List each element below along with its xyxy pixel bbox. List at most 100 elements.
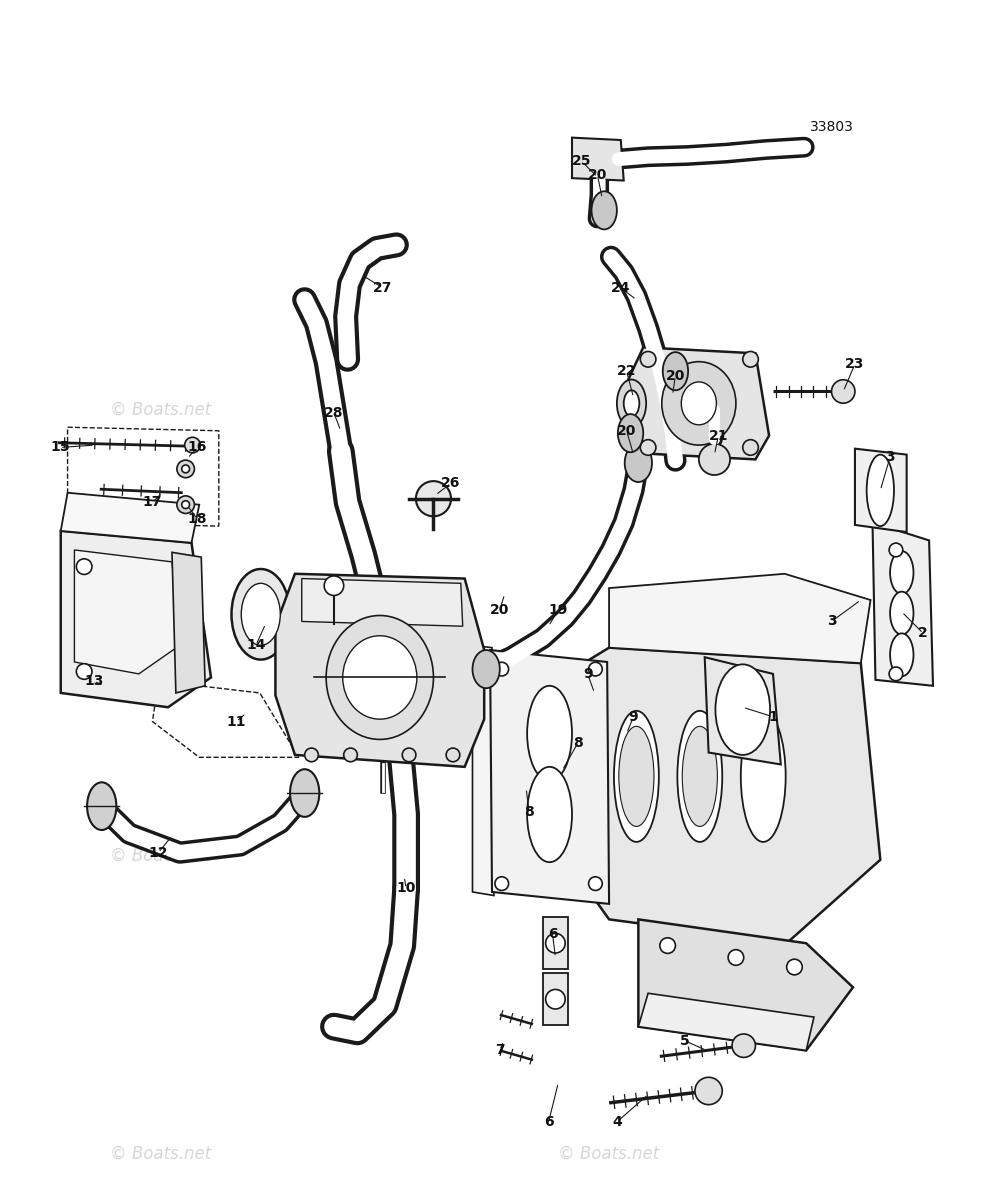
Ellipse shape [741, 710, 785, 842]
Text: 1: 1 [769, 709, 778, 724]
Text: 7: 7 [495, 1044, 505, 1057]
Text: 11: 11 [226, 714, 246, 728]
Circle shape [732, 1034, 756, 1057]
Text: 14: 14 [246, 638, 266, 653]
Circle shape [402, 748, 416, 762]
Ellipse shape [891, 634, 913, 677]
Polygon shape [855, 449, 906, 532]
Circle shape [743, 352, 759, 367]
Circle shape [588, 877, 602, 890]
Text: 5: 5 [680, 1034, 690, 1048]
Ellipse shape [342, 636, 417, 719]
Polygon shape [572, 138, 624, 180]
Polygon shape [543, 973, 568, 1026]
Polygon shape [639, 919, 853, 1050]
Text: © Boats.net: © Boats.net [109, 401, 211, 419]
Ellipse shape [891, 592, 913, 635]
Text: 15: 15 [50, 440, 70, 455]
Text: 4: 4 [612, 1115, 622, 1129]
Text: 9: 9 [583, 667, 592, 680]
Circle shape [728, 949, 744, 965]
Ellipse shape [625, 444, 652, 482]
Text: 8: 8 [573, 736, 583, 750]
Circle shape [305, 748, 319, 762]
Ellipse shape [662, 361, 736, 445]
Ellipse shape [715, 665, 770, 755]
Text: © Boats.net: © Boats.net [656, 648, 758, 666]
Circle shape [416, 481, 451, 516]
Ellipse shape [618, 414, 644, 452]
Polygon shape [61, 530, 211, 707]
Text: © Boats.net: © Boats.net [109, 1145, 211, 1163]
Circle shape [660, 937, 675, 954]
Text: © Boats.net: © Boats.net [109, 847, 211, 865]
Polygon shape [75, 550, 180, 674]
Text: 20: 20 [617, 424, 637, 438]
Polygon shape [276, 574, 484, 767]
Circle shape [695, 1078, 722, 1105]
Circle shape [890, 667, 902, 680]
Circle shape [185, 437, 201, 452]
Text: 28: 28 [324, 406, 343, 420]
Text: 25: 25 [572, 155, 591, 168]
Ellipse shape [527, 686, 572, 781]
Text: 10: 10 [397, 881, 416, 895]
Circle shape [831, 379, 855, 403]
Text: 19: 19 [549, 602, 568, 617]
Text: 2: 2 [918, 626, 928, 641]
Ellipse shape [663, 352, 688, 390]
Text: 21: 21 [708, 428, 728, 443]
Text: 20: 20 [587, 168, 607, 181]
Ellipse shape [619, 726, 654, 827]
Circle shape [743, 439, 759, 455]
Polygon shape [627, 347, 769, 460]
Polygon shape [172, 552, 205, 692]
Text: 33803: 33803 [810, 120, 853, 134]
Text: 23: 23 [845, 358, 865, 371]
Text: 17: 17 [143, 496, 162, 509]
Text: 6: 6 [548, 926, 557, 941]
Text: 3: 3 [886, 450, 894, 464]
Text: 6: 6 [544, 1115, 553, 1129]
Text: 9: 9 [629, 709, 639, 724]
Text: 26: 26 [442, 476, 461, 491]
Text: © Boats.net: © Boats.net [325, 648, 425, 666]
Circle shape [641, 352, 656, 367]
Circle shape [77, 559, 92, 575]
Ellipse shape [88, 782, 116, 830]
Text: 18: 18 [188, 512, 207, 526]
Circle shape [77, 664, 92, 679]
Text: 22: 22 [617, 365, 637, 378]
Text: 16: 16 [188, 440, 207, 455]
Circle shape [546, 990, 565, 1009]
Polygon shape [639, 994, 814, 1050]
Ellipse shape [867, 455, 894, 526]
Text: 24: 24 [611, 281, 631, 295]
Ellipse shape [614, 710, 659, 842]
Polygon shape [570, 648, 881, 943]
Ellipse shape [624, 390, 640, 416]
Ellipse shape [241, 583, 280, 646]
Circle shape [495, 877, 509, 890]
Circle shape [446, 748, 460, 762]
Ellipse shape [681, 382, 716, 425]
Circle shape [177, 460, 195, 478]
Ellipse shape [527, 767, 572, 862]
Circle shape [182, 500, 190, 509]
Circle shape [890, 544, 902, 557]
Text: 27: 27 [373, 281, 393, 295]
Polygon shape [609, 574, 871, 664]
Text: 8: 8 [524, 805, 534, 820]
Polygon shape [302, 578, 462, 626]
Circle shape [588, 662, 602, 676]
Polygon shape [490, 650, 609, 904]
Ellipse shape [682, 726, 717, 827]
Circle shape [182, 466, 190, 473]
Circle shape [546, 934, 565, 953]
Polygon shape [873, 522, 933, 685]
Text: 13: 13 [85, 674, 103, 688]
Ellipse shape [290, 769, 319, 817]
Text: © Boats.net: © Boats.net [559, 847, 659, 865]
Ellipse shape [677, 710, 722, 842]
Ellipse shape [891, 551, 913, 594]
